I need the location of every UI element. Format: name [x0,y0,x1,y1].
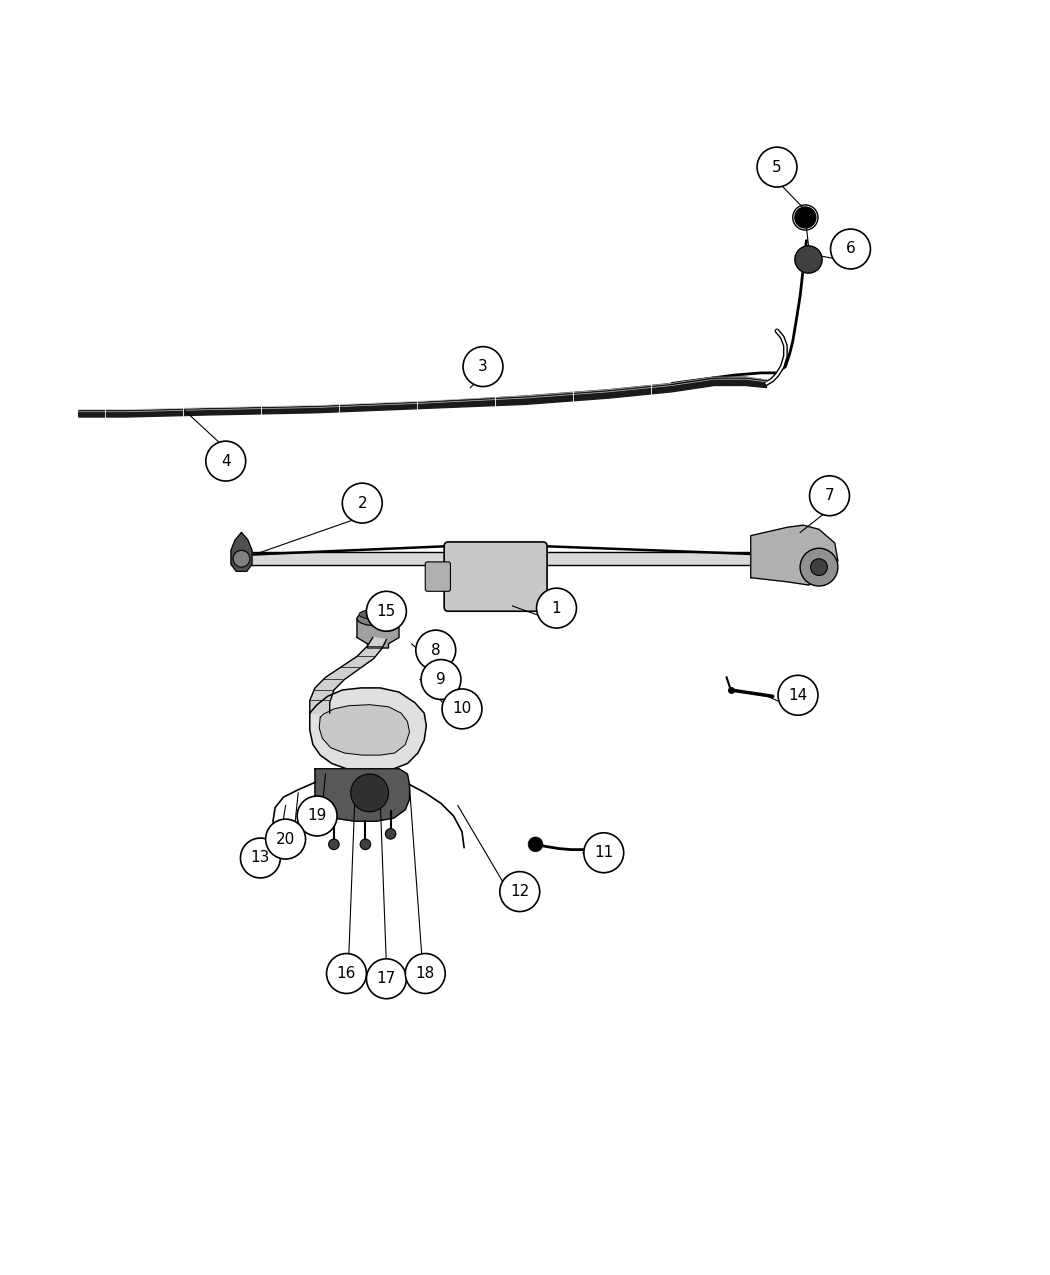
Text: 6: 6 [845,241,856,256]
Polygon shape [315,769,410,821]
Circle shape [329,839,339,849]
Polygon shape [751,525,838,585]
FancyBboxPatch shape [444,542,547,611]
Text: 10: 10 [453,701,471,717]
Circle shape [795,246,822,273]
Circle shape [366,959,406,998]
Polygon shape [319,705,410,755]
Text: 7: 7 [824,488,835,504]
Circle shape [528,836,543,852]
Text: 11: 11 [594,845,613,861]
Polygon shape [310,688,426,771]
Polygon shape [357,618,399,648]
Text: 16: 16 [337,966,356,980]
Circle shape [366,592,406,631]
Circle shape [463,347,503,386]
Circle shape [416,630,456,671]
Circle shape [537,588,576,629]
Circle shape [795,207,816,228]
Text: 2: 2 [357,496,367,510]
Text: 3: 3 [478,360,488,374]
Text: 18: 18 [416,966,435,980]
Text: 13: 13 [251,850,270,866]
FancyBboxPatch shape [425,562,450,592]
Circle shape [811,558,827,575]
Circle shape [810,476,849,515]
Circle shape [442,688,482,729]
Circle shape [233,551,250,567]
Text: 19: 19 [308,808,327,824]
Circle shape [297,796,337,836]
Text: 8: 8 [430,643,441,658]
Text: 1: 1 [551,601,562,616]
Circle shape [266,819,306,859]
Circle shape [800,548,838,586]
Text: 17: 17 [377,972,396,987]
Circle shape [500,872,540,912]
Text: 15: 15 [377,604,396,618]
Text: 12: 12 [510,884,529,899]
Text: 9: 9 [436,672,446,687]
Circle shape [385,829,396,839]
Circle shape [831,230,870,269]
Text: 5: 5 [772,159,782,175]
Polygon shape [310,638,386,713]
Circle shape [240,838,280,878]
Polygon shape [231,533,252,571]
Polygon shape [79,377,766,417]
Circle shape [342,483,382,523]
Circle shape [778,676,818,715]
Circle shape [421,659,461,700]
Text: 14: 14 [789,687,807,703]
Text: 20: 20 [276,831,295,847]
Circle shape [584,833,624,872]
Circle shape [351,774,388,812]
Ellipse shape [359,609,397,620]
Circle shape [327,954,366,993]
Circle shape [360,839,371,849]
Circle shape [757,147,797,187]
Circle shape [405,954,445,993]
Ellipse shape [357,611,399,626]
Text: 4: 4 [220,454,231,469]
Circle shape [206,441,246,481]
